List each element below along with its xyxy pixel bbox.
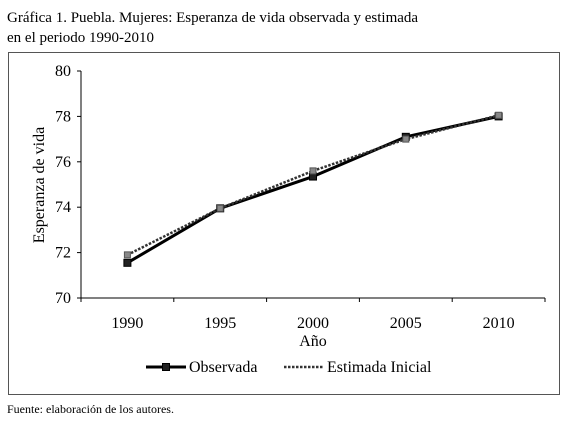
y-tick-label: 78 <box>55 108 71 125</box>
x-tick-label: 2010 <box>483 315 515 332</box>
series-line-observada <box>126 114 499 265</box>
x-tick-label: 1990 <box>111 315 143 332</box>
source-note: Fuente: elaboración de los autores. <box>7 402 174 416</box>
y-tick-label: 72 <box>55 245 71 262</box>
estimada-inicial-point <box>216 204 224 212</box>
y-ticks: 70 72 74 76 78 80 <box>55 63 81 307</box>
y-tick-label: 76 <box>55 154 71 171</box>
legend-label-observada: Observada <box>189 359 257 376</box>
y-tick-label: 70 <box>55 290 71 307</box>
chart-title-line-2: en el periodo 1990-2010 <box>7 30 155 46</box>
legend-label-estimada-inicial: Estimada Inicial <box>327 359 432 376</box>
y-axis-label: Esperanza de vida <box>31 127 48 243</box>
estimada-inicial-point <box>402 135 410 143</box>
chart-title-line-1: Gráfica 1. Puebla. Mujeres: Esperanza de… <box>7 10 419 26</box>
series-line-estimada-inicial <box>126 114 499 256</box>
x-tick-label: 2000 <box>297 315 329 332</box>
x-tick-label: 2005 <box>390 315 422 332</box>
x-axis-label: Año <box>299 333 327 350</box>
chart-frame <box>8 52 560 395</box>
legend-marker-observada <box>162 363 170 371</box>
estimada-inicial-point <box>123 251 131 259</box>
chart-title: Gráfica 1. Puebla. Mujeres: Esperanza de… <box>7 8 418 48</box>
observada-point <box>123 258 132 267</box>
y-tick-label: 74 <box>55 199 71 216</box>
x-ticks: 1990 1995 2000 2005 2010 <box>80 298 546 332</box>
x-tick-label: 1995 <box>204 315 236 332</box>
series-group <box>123 111 503 267</box>
chart-axes <box>80 71 545 299</box>
estimada-inicial-point <box>495 111 503 119</box>
y-tick-label: 80 <box>55 63 71 80</box>
estimada-inicial-point <box>309 167 317 175</box>
legend: Observada Estimada Inicial <box>146 359 432 376</box>
